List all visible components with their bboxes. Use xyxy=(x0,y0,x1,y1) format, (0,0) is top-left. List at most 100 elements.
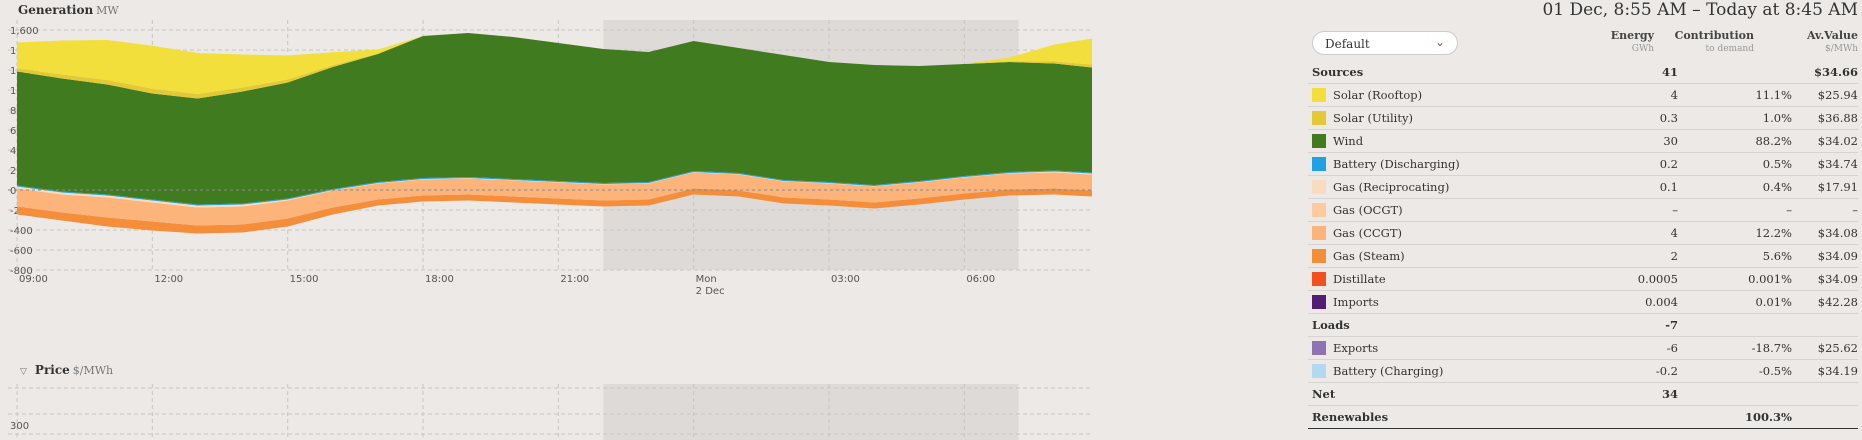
table-row[interactable]: Exports -6 -18.7% $25.62 xyxy=(1308,336,1858,360)
row-value xyxy=(1792,313,1858,337)
row-label-cell: Solar (Rooftop) xyxy=(1308,83,1612,107)
table-row[interactable]: Gas (OCGT) – – – xyxy=(1308,198,1858,222)
area-gas-ccgt-[interactable] xyxy=(17,172,1092,226)
row-energy: 0.1 xyxy=(1612,175,1678,199)
legend-swatch[interactable] xyxy=(1312,226,1326,240)
energy-header[interactable]: Energy GWh xyxy=(1610,29,1654,54)
price-chart[interactable]: 300 xyxy=(0,384,1300,440)
row-label-cell: Exports xyxy=(1308,336,1612,360)
row-label: Gas (OCGT) xyxy=(1333,203,1403,217)
row-contribution: 100.3% xyxy=(1678,405,1792,429)
legend-swatch[interactable] xyxy=(1312,364,1326,378)
x-tick-label: 21:00 xyxy=(560,274,589,285)
row-value xyxy=(1792,405,1858,429)
row-label: Gas (Reciprocating) xyxy=(1333,180,1450,194)
x-tick-sublabel: 2 Dec xyxy=(696,286,725,297)
row-contribution: – xyxy=(1678,198,1792,222)
row-value: – xyxy=(1792,198,1858,222)
row-label-cell: Battery (Charging) xyxy=(1308,359,1612,383)
x-tick-label: 03:00 xyxy=(831,274,860,285)
row-label: Loads xyxy=(1308,313,1612,337)
row-energy xyxy=(1612,405,1678,429)
y-tick-label: 1,600 xyxy=(10,26,39,37)
table-row[interactable]: Gas (Steam) 2 5.6% $34.09 xyxy=(1308,244,1858,268)
row-energy: 0.0005 xyxy=(1612,267,1678,291)
table-row[interactable]: Distillate 0.0005 0.001% $34.09 xyxy=(1308,267,1858,291)
net-row[interactable]: Net 34 xyxy=(1308,382,1858,406)
legend-swatch[interactable] xyxy=(1312,249,1326,263)
contribution-header[interactable]: Contribution to demand xyxy=(1674,29,1754,54)
table-row[interactable]: Solar (Rooftop) 4 11.1% $25.94 xyxy=(1308,83,1858,107)
row-label-cell: Gas (OCGT) xyxy=(1308,198,1612,222)
date-range: 01 Dec, 8:55 AM – Today at 8:45 AM xyxy=(1542,0,1858,20)
row-label: Solar (Rooftop) xyxy=(1333,88,1423,102)
legend-swatch[interactable] xyxy=(1312,272,1326,286)
row-label: Sources xyxy=(1308,61,1612,84)
area-gas-steam-[interactable] xyxy=(17,188,1092,234)
legend-swatch[interactable] xyxy=(1312,111,1326,125)
legend-swatch[interactable] xyxy=(1312,134,1326,148)
row-value: $34.02 xyxy=(1792,129,1858,153)
table-row[interactable]: Gas (Reciprocating) 0.1 0.4% $17.91 xyxy=(1308,175,1858,199)
row-value: $25.94 xyxy=(1792,83,1858,107)
row-label-cell: Gas (Steam) xyxy=(1308,244,1612,268)
x-tick-label: 18:00 xyxy=(425,274,454,285)
area-wind[interactable] xyxy=(17,33,1092,205)
table-row[interactable]: Battery (Charging) -0.2 -0.5% $34.19 xyxy=(1308,359,1858,383)
legend-swatch[interactable] xyxy=(1312,341,1326,355)
row-label: Wind xyxy=(1333,134,1364,148)
generation-unit: MW xyxy=(96,4,119,17)
row-label: Renewables xyxy=(1308,405,1612,429)
legend-swatch[interactable] xyxy=(1312,203,1326,217)
row-energy: – xyxy=(1612,198,1678,222)
sources-row[interactable]: Sources 41 $34.66 xyxy=(1308,61,1858,84)
row-label-cell: Gas (CCGT) xyxy=(1308,221,1612,245)
row-contribution: 88.2% xyxy=(1678,129,1792,153)
row-label: Battery (Discharging) xyxy=(1333,157,1460,171)
renewables-row[interactable]: Renewables 100.3% xyxy=(1308,405,1858,429)
row-contribution xyxy=(1678,313,1792,337)
table-row[interactable]: Imports 0.004 0.01% $42.28 xyxy=(1308,290,1858,314)
table-row[interactable]: Gas (CCGT) 4 12.2% $34.08 xyxy=(1308,221,1858,245)
area-solar-utility-[interactable] xyxy=(17,33,1092,99)
row-energy: 0.2 xyxy=(1612,152,1678,176)
legend-swatch[interactable] xyxy=(1312,295,1326,309)
legend-swatch[interactable] xyxy=(1312,157,1326,171)
table-row[interactable]: Battery (Discharging) 0.2 0.5% $34.74 xyxy=(1308,152,1858,176)
row-label-cell: Imports xyxy=(1308,290,1612,314)
y-tick-label: 0 xyxy=(10,186,16,197)
row-energy: -6 xyxy=(1612,336,1678,360)
row-label-cell: Wind xyxy=(1308,129,1612,153)
grouping-dropdown[interactable]: Default ⌄ xyxy=(1312,31,1458,55)
row-value: $34.66 xyxy=(1792,61,1858,84)
row-label: Imports xyxy=(1333,295,1379,309)
row-value: $34.19 xyxy=(1792,359,1858,383)
row-value: $36.88 xyxy=(1792,106,1858,130)
x-tick-label: 12:00 xyxy=(154,274,183,285)
legend-swatch[interactable] xyxy=(1312,88,1326,102)
generation-chart[interactable]: 1,6001,4001,2001,0008006004002000-200-40… xyxy=(0,18,1300,298)
row-energy: 0.3 xyxy=(1612,106,1678,130)
summary-panel: 01 Dec, 8:55 AM – Today at 8:45 AM Defau… xyxy=(1300,0,1862,440)
row-energy: 4 xyxy=(1612,221,1678,245)
price-y-tick-label: 300 xyxy=(10,421,29,432)
y-tick-label: -600 xyxy=(10,246,33,257)
area-solar-rooftop-[interactable] xyxy=(17,33,1092,94)
loads-row[interactable]: Loads -7 xyxy=(1308,313,1858,337)
chevron-down-icon[interactable]: ⌄ xyxy=(1434,35,1445,49)
row-energy: 4 xyxy=(1612,83,1678,107)
row-contribution: -18.7% xyxy=(1678,336,1792,360)
x-tick-label: 06:00 xyxy=(966,274,995,285)
generation-title: Generation MW xyxy=(18,3,119,17)
row-label: Net xyxy=(1308,382,1612,406)
value-header[interactable]: Av.Value $/MWh xyxy=(1806,29,1858,54)
y-tick-label: -800 xyxy=(10,266,33,277)
triangle-down-icon[interactable]: ▽ xyxy=(20,367,27,377)
row-contribution: 0.01% xyxy=(1678,290,1792,314)
table-row[interactable]: Wind 30 88.2% $34.02 xyxy=(1308,129,1858,153)
price-title[interactable]: ▽ Price $/MWh xyxy=(20,363,114,377)
table-row[interactable]: Solar (Utility) 0.3 1.0% $36.88 xyxy=(1308,106,1858,130)
row-energy: 34 xyxy=(1612,382,1678,406)
row-label: Gas (Steam) xyxy=(1333,249,1405,263)
legend-swatch[interactable] xyxy=(1312,180,1326,194)
